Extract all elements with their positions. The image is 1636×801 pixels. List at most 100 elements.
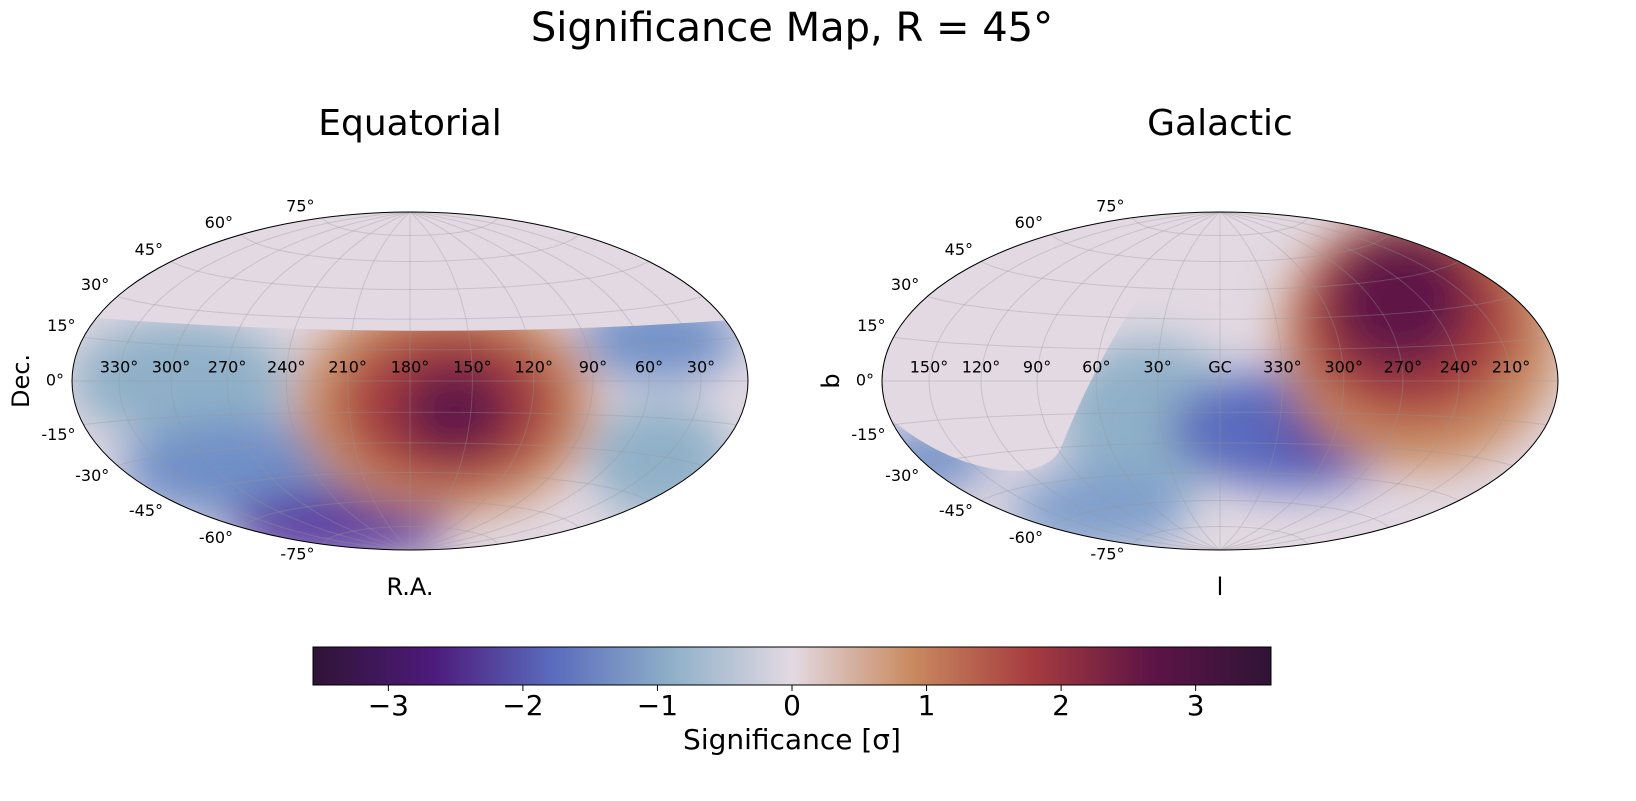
grid-line: [240, 234, 580, 262]
x-axis-label: l: [1217, 573, 1224, 601]
y-tick-label: 45°: [945, 240, 973, 259]
grid-line: [1036, 211, 1221, 551]
x-tick-label: 330°: [100, 358, 139, 377]
y-tick-label: 15°: [857, 316, 885, 335]
x-tick-label: 300°: [152, 358, 191, 377]
grid-line: [980, 211, 1221, 551]
grid-line: [409, 211, 594, 551]
x-axis-label: R.A.: [386, 573, 433, 601]
x-tick-label: 60°: [1082, 358, 1110, 377]
grid-line: [347, 211, 411, 551]
grid-line: [980, 472, 1460, 501]
grid-line: [928, 211, 1221, 551]
grid-line: [1050, 500, 1390, 528]
x-tick-label: 210°: [1492, 358, 1531, 377]
grid-line: [1219, 211, 1345, 551]
x-tick-label: 330°: [1263, 358, 1302, 377]
colorbar-tick-label: 0: [783, 689, 801, 722]
grid-line: [322, 217, 498, 236]
grid-line: [170, 472, 650, 501]
grid-line: [1219, 211, 1460, 551]
grid-line: [409, 211, 702, 551]
colorbar-tick-label: 2: [1052, 689, 1070, 722]
colorbar: [312, 646, 1272, 686]
x-tick-label: 60°: [635, 358, 663, 377]
map-border: [71, 211, 749, 551]
y-tick-label: -60°: [199, 528, 233, 547]
grid-line: [170, 261, 650, 290]
y-tick-label: 60°: [205, 213, 233, 232]
grid-line: [322, 526, 498, 545]
grid-line: [240, 500, 580, 528]
grid-line: [1157, 211, 1221, 551]
grid-line: [1219, 211, 1283, 551]
grid-line: [1219, 211, 1404, 551]
x-tick-label: 240°: [267, 358, 306, 377]
y-axis-label: b: [817, 373, 845, 388]
y-tick-label: 75°: [1096, 196, 1124, 215]
x-tick-label: 30°: [1143, 358, 1171, 377]
colorbar-tick-label: 3: [1187, 689, 1205, 722]
x-tick-label: 90°: [1023, 358, 1051, 377]
y-tick-label: 30°: [891, 275, 919, 294]
y-tick-label: 30°: [81, 275, 109, 294]
y-tick-label: -60°: [1009, 528, 1043, 547]
y-tick-label: 15°: [47, 316, 75, 335]
panel-title: Equatorial: [318, 103, 501, 144]
grid-line: [170, 211, 411, 551]
x-tick-label: 270°: [208, 358, 247, 377]
colorbar-tick-label: 1: [918, 689, 936, 722]
x-tick-label: 90°: [579, 358, 607, 377]
x-tick-label: 300°: [1324, 358, 1363, 377]
panel-title: Galactic: [1147, 103, 1293, 144]
grid-line: [117, 296, 703, 320]
grid-line: [83, 411, 737, 426]
grid-line: [1050, 234, 1390, 262]
grid-line: [409, 211, 473, 551]
figure-title: Significance Map, R = 45°: [531, 5, 1053, 51]
y-tick-label: 60°: [1015, 213, 1043, 232]
y-tick-label: -45°: [939, 501, 973, 520]
x-tick-label: 270°: [1384, 358, 1423, 377]
grid-line: [1219, 211, 1512, 551]
colorbar-tick-label: −3: [368, 689, 409, 722]
y-tick-label: 0°: [856, 371, 874, 390]
y-tick-label: -15°: [851, 425, 885, 444]
map-border: [881, 211, 1559, 551]
grid-line: [893, 336, 1547, 351]
colorbar-tick-label: −2: [502, 689, 543, 722]
grid-line: [1132, 526, 1308, 545]
y-tick-label: 45°: [135, 240, 163, 259]
y-tick-label: -75°: [280, 545, 314, 564]
grid-line: [980, 261, 1460, 290]
grid-line: [83, 336, 737, 351]
grid-line: [409, 211, 535, 551]
x-tick-label: 120°: [514, 358, 553, 377]
grid-line: [117, 442, 703, 466]
grid-line: [893, 411, 1547, 426]
grid-line: [927, 296, 1513, 320]
y-tick-label: 0°: [46, 371, 64, 390]
x-tick-label: 30°: [687, 358, 715, 377]
y-axis-label: Dec.: [7, 354, 35, 408]
grid-line: [927, 442, 1513, 466]
x-tick-label: 150°: [910, 358, 949, 377]
y-tick-label: -30°: [885, 466, 919, 485]
grid-line: [1095, 211, 1221, 551]
grid-line: [409, 211, 650, 551]
grid-line: [1132, 217, 1308, 236]
y-tick-label: -15°: [41, 425, 75, 444]
grid-line: [285, 211, 411, 551]
grid-line: [118, 211, 411, 551]
y-tick-label: -75°: [1090, 545, 1124, 564]
x-tick-label: 210°: [328, 358, 367, 377]
x-tick-label: 180°: [391, 358, 430, 377]
y-tick-label: 75°: [286, 196, 314, 215]
x-tick-label: GC: [1208, 358, 1232, 377]
x-tick-label: 120°: [962, 358, 1001, 377]
grid-line: [226, 211, 411, 551]
y-tick-label: -30°: [75, 466, 109, 485]
colorbar-tick-label: −1: [637, 689, 678, 722]
colorbar-label: Significance [σ]: [683, 723, 901, 756]
